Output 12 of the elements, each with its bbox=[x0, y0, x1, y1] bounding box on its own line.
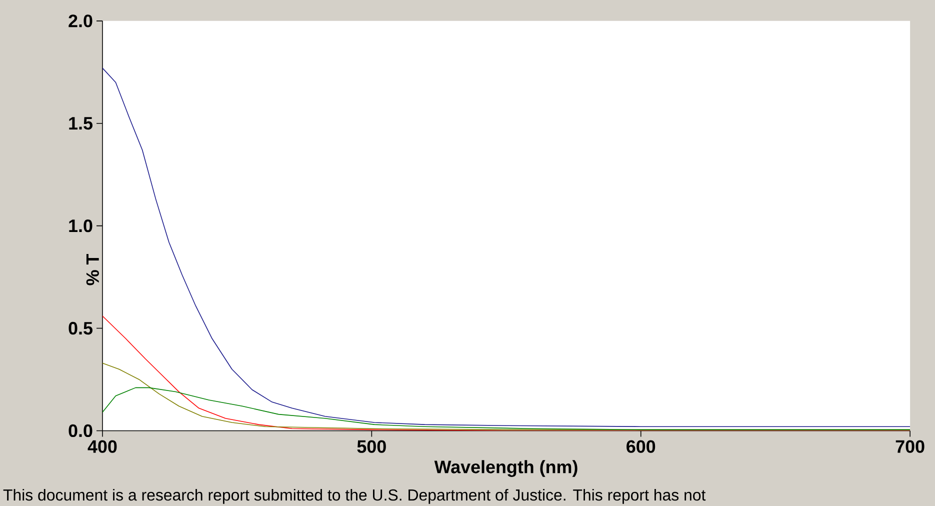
x-tick-label: 700 bbox=[896, 440, 924, 453]
y-tick-label: 0.0 bbox=[68, 424, 92, 437]
x-tick-label: 400 bbox=[88, 440, 117, 453]
y-tick-label: 0.5 bbox=[68, 322, 92, 334]
y-tick-label: 2.0 bbox=[68, 14, 92, 28]
y-tick-label: 1.0 bbox=[69, 219, 92, 232]
text: This document is a research report submitted to the U.S. Department of Justice. This report has not bbox=[3, 488, 706, 504]
y-tick-label: 1.5 bbox=[69, 116, 92, 130]
y-axis-title: % T bbox=[86, 254, 99, 285]
x-axis-title: Wavelength (nm) bbox=[434, 460, 578, 477]
x-tick-label: 500 bbox=[357, 440, 386, 453]
x-tick-label: 600 bbox=[626, 440, 656, 453]
